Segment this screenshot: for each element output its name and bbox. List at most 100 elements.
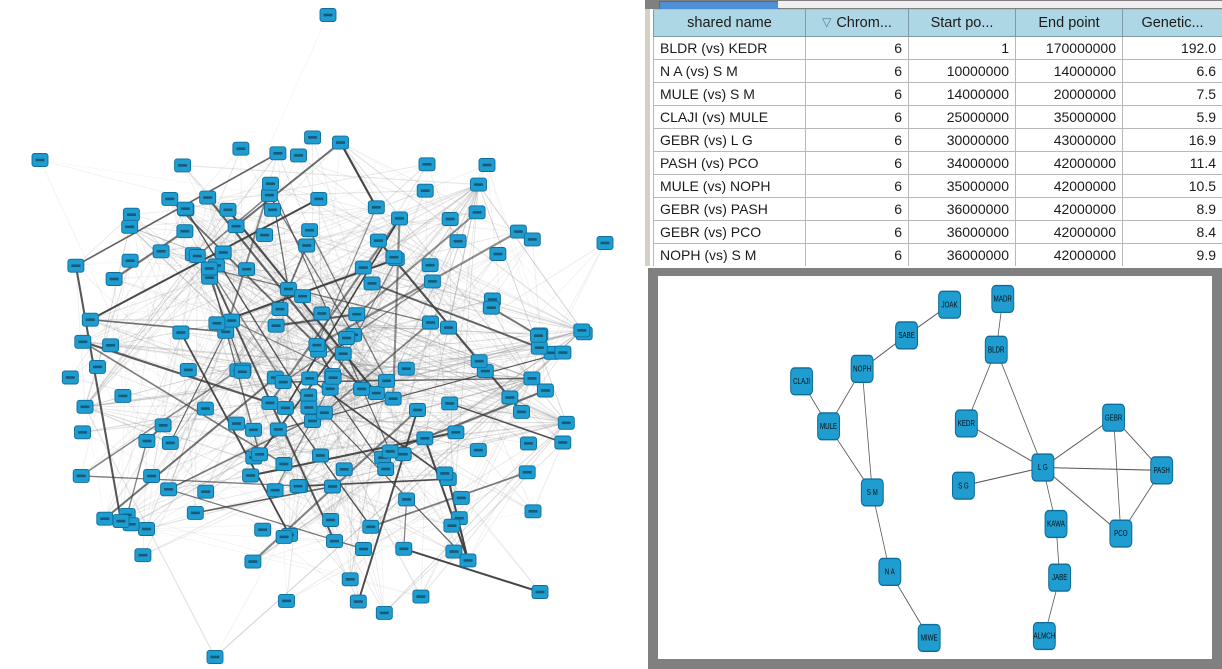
sub-network-node[interactable]: N A xyxy=(878,557,902,586)
cell-genetic[interactable]: 7.5 xyxy=(1122,82,1222,106)
sub-network-node[interactable]: JOAK xyxy=(938,290,962,319)
sub-network-edge[interactable] xyxy=(1113,417,1122,534)
node-shape[interactable] xyxy=(938,290,962,319)
sub-network-node[interactable]: MIWE xyxy=(917,623,941,653)
table-row[interactable]: NOPH (vs) S M 6 36000000 42000000 9.9 xyxy=(653,243,1222,266)
cell-end_point[interactable]: 42000000 xyxy=(1015,243,1123,266)
cell-chromosome[interactable]: 6 xyxy=(805,197,909,221)
cell-chromosome[interactable]: 6 xyxy=(805,220,909,244)
node-shape[interactable] xyxy=(860,478,884,507)
main-network-svg[interactable] xyxy=(0,0,645,669)
sub-network-node[interactable]: SABE xyxy=(895,321,919,350)
cell-chromosome[interactable]: 6 xyxy=(805,128,909,152)
cell-shared_name[interactable]: MULE (vs) S M xyxy=(653,82,806,106)
cell-start_point[interactable]: 1 xyxy=(908,36,1016,60)
node-shape[interactable] xyxy=(895,321,919,350)
sub-network-edge[interactable] xyxy=(1042,466,1162,471)
cell-start_point[interactable]: 36000000 xyxy=(908,220,1016,244)
cell-start_point[interactable]: 34000000 xyxy=(908,151,1016,175)
column-header-end-point[interactable]: End point xyxy=(1015,9,1123,37)
cell-start_point[interactable]: 25000000 xyxy=(908,105,1016,129)
sub-network-node[interactable]: MADR xyxy=(991,284,1015,314)
sub-network-edge[interactable] xyxy=(861,368,873,493)
table-row[interactable]: MULE (vs) NOPH 6 35000000 42000000 10.5 xyxy=(653,174,1222,198)
node-shape[interactable] xyxy=(1048,563,1072,592)
cell-genetic[interactable]: 6.6 xyxy=(1122,59,1222,83)
cell-end_point[interactable]: 43000000 xyxy=(1015,128,1123,152)
column-header-genetic[interactable]: Genetic... xyxy=(1122,9,1222,37)
cell-genetic[interactable]: 5.9 xyxy=(1122,105,1222,129)
table-row[interactable]: GEBR (vs) PASH 6 36000000 42000000 8.9 xyxy=(653,197,1222,221)
cell-chromosome[interactable]: 6 xyxy=(805,174,909,198)
sub-network-node[interactable]: ALMCH xyxy=(1032,621,1056,651)
node-shape[interactable] xyxy=(1044,509,1068,539)
node-shape[interactable] xyxy=(954,409,978,438)
sub-network-node[interactable]: KAWA xyxy=(1044,509,1068,539)
node-shape[interactable] xyxy=(1150,456,1174,485)
sub-network-node[interactable]: PCO xyxy=(1109,519,1133,548)
sub-network-svg[interactable]: JOAK SABE NOPH CLAJI MULE S M N A MIWE MADR BLDR K… xyxy=(658,276,1212,659)
sub-network-panel[interactable]: JOAK SABE NOPH CLAJI MULE S M N A MIWE MADR BLDR K… xyxy=(648,268,1222,669)
sub-network-edge[interactable] xyxy=(963,466,1043,487)
cell-start_point[interactable]: 10000000 xyxy=(908,59,1016,83)
cell-end_point[interactable]: 42000000 xyxy=(1015,220,1123,244)
cell-end_point[interactable]: 35000000 xyxy=(1015,105,1123,129)
cell-end_point[interactable]: 42000000 xyxy=(1015,151,1123,175)
sub-network-node[interactable]: BLDR xyxy=(984,335,1008,364)
node-shape[interactable] xyxy=(1102,403,1126,432)
cell-end_point[interactable]: 42000000 xyxy=(1015,174,1123,198)
cell-genetic[interactable]: 16.9 xyxy=(1122,128,1222,152)
table-row[interactable]: GEBR (vs) L G 6 30000000 43000000 16.9 xyxy=(653,128,1222,152)
cell-start_point[interactable]: 35000000 xyxy=(908,174,1016,198)
cell-shared_name[interactable]: NOPH (vs) S M xyxy=(653,243,806,266)
cell-shared_name[interactable]: N A (vs) S M xyxy=(653,59,806,83)
sub-network-node[interactable]: KEDR xyxy=(954,409,978,438)
sub-network-edge[interactable] xyxy=(966,422,1044,468)
sub-network-node[interactable]: S M xyxy=(860,478,884,507)
table-row[interactable]: N A (vs) S M 6 10000000 14000000 6.6 xyxy=(653,59,1222,83)
table-row[interactable]: GEBR (vs) PCO 6 36000000 42000000 8.4 xyxy=(653,220,1222,244)
cell-start_point[interactable]: 36000000 xyxy=(908,243,1016,266)
sub-network-node[interactable]: JABE xyxy=(1048,563,1072,592)
cell-chromosome[interactable]: 6 xyxy=(805,243,909,266)
cell-chromosome[interactable]: 6 xyxy=(805,151,909,175)
main-network-nodes[interactable] xyxy=(31,8,614,664)
node-shape[interactable] xyxy=(1031,453,1055,482)
cell-shared_name[interactable]: BLDR (vs) KEDR xyxy=(653,36,806,60)
cell-start_point[interactable]: 36000000 xyxy=(908,197,1016,221)
table-row[interactable]: BLDR (vs) KEDR 6 1 170000000 192.0 xyxy=(653,36,1222,60)
sub-network-edge[interactable] xyxy=(1042,467,1122,535)
cell-end_point[interactable]: 14000000 xyxy=(1015,59,1123,83)
table-row[interactable]: PASH (vs) PCO 6 34000000 42000000 11.4 xyxy=(653,151,1222,175)
edge-table[interactable]: shared name ▽ Chrom... Start po... End po… xyxy=(653,9,1222,266)
sub-network-edge[interactable] xyxy=(995,349,1044,468)
cell-shared_name[interactable]: GEBR (vs) PASH xyxy=(653,197,806,221)
cell-shared_name[interactable]: CLAJI (vs) MULE xyxy=(653,105,806,129)
node-shape[interactable] xyxy=(850,354,874,383)
node-shape[interactable] xyxy=(951,471,975,500)
column-header-start-point[interactable]: Start po... xyxy=(908,9,1016,37)
cell-shared_name[interactable]: GEBR (vs) L G xyxy=(653,128,806,152)
cell-chromosome[interactable]: 6 xyxy=(805,59,909,83)
cell-start_point[interactable]: 14000000 xyxy=(908,82,1016,106)
cell-shared_name[interactable]: MULE (vs) NOPH xyxy=(653,174,806,198)
sub-network-node[interactable]: NOPH xyxy=(850,354,874,383)
sub-network-node[interactable]: CLAJI xyxy=(790,367,814,396)
cell-end_point[interactable]: 20000000 xyxy=(1015,82,1123,106)
table-scroll-area[interactable]: shared name ▽ Chrom... Start po... End po… xyxy=(645,9,1222,266)
cell-end_point[interactable]: 42000000 xyxy=(1015,197,1123,221)
node-shape[interactable] xyxy=(991,284,1015,314)
sub-network-node[interactable]: S G xyxy=(951,471,975,500)
node-shape[interactable] xyxy=(1032,621,1056,651)
cell-genetic[interactable]: 8.4 xyxy=(1122,220,1222,244)
sub-network-node[interactable]: GEBR xyxy=(1102,403,1126,432)
cell-genetic[interactable]: 9.9 xyxy=(1122,243,1222,266)
cell-shared_name[interactable]: PASH (vs) PCO xyxy=(653,151,806,175)
main-network-canvas[interactable] xyxy=(0,0,645,669)
cell-genetic[interactable]: 11.4 xyxy=(1122,151,1222,175)
cell-end_point[interactable]: 170000000 xyxy=(1015,36,1123,60)
node-shape[interactable] xyxy=(817,412,841,441)
node-shape[interactable] xyxy=(878,557,902,586)
cell-chromosome[interactable]: 6 xyxy=(805,36,909,60)
node-shape[interactable] xyxy=(1109,519,1133,548)
